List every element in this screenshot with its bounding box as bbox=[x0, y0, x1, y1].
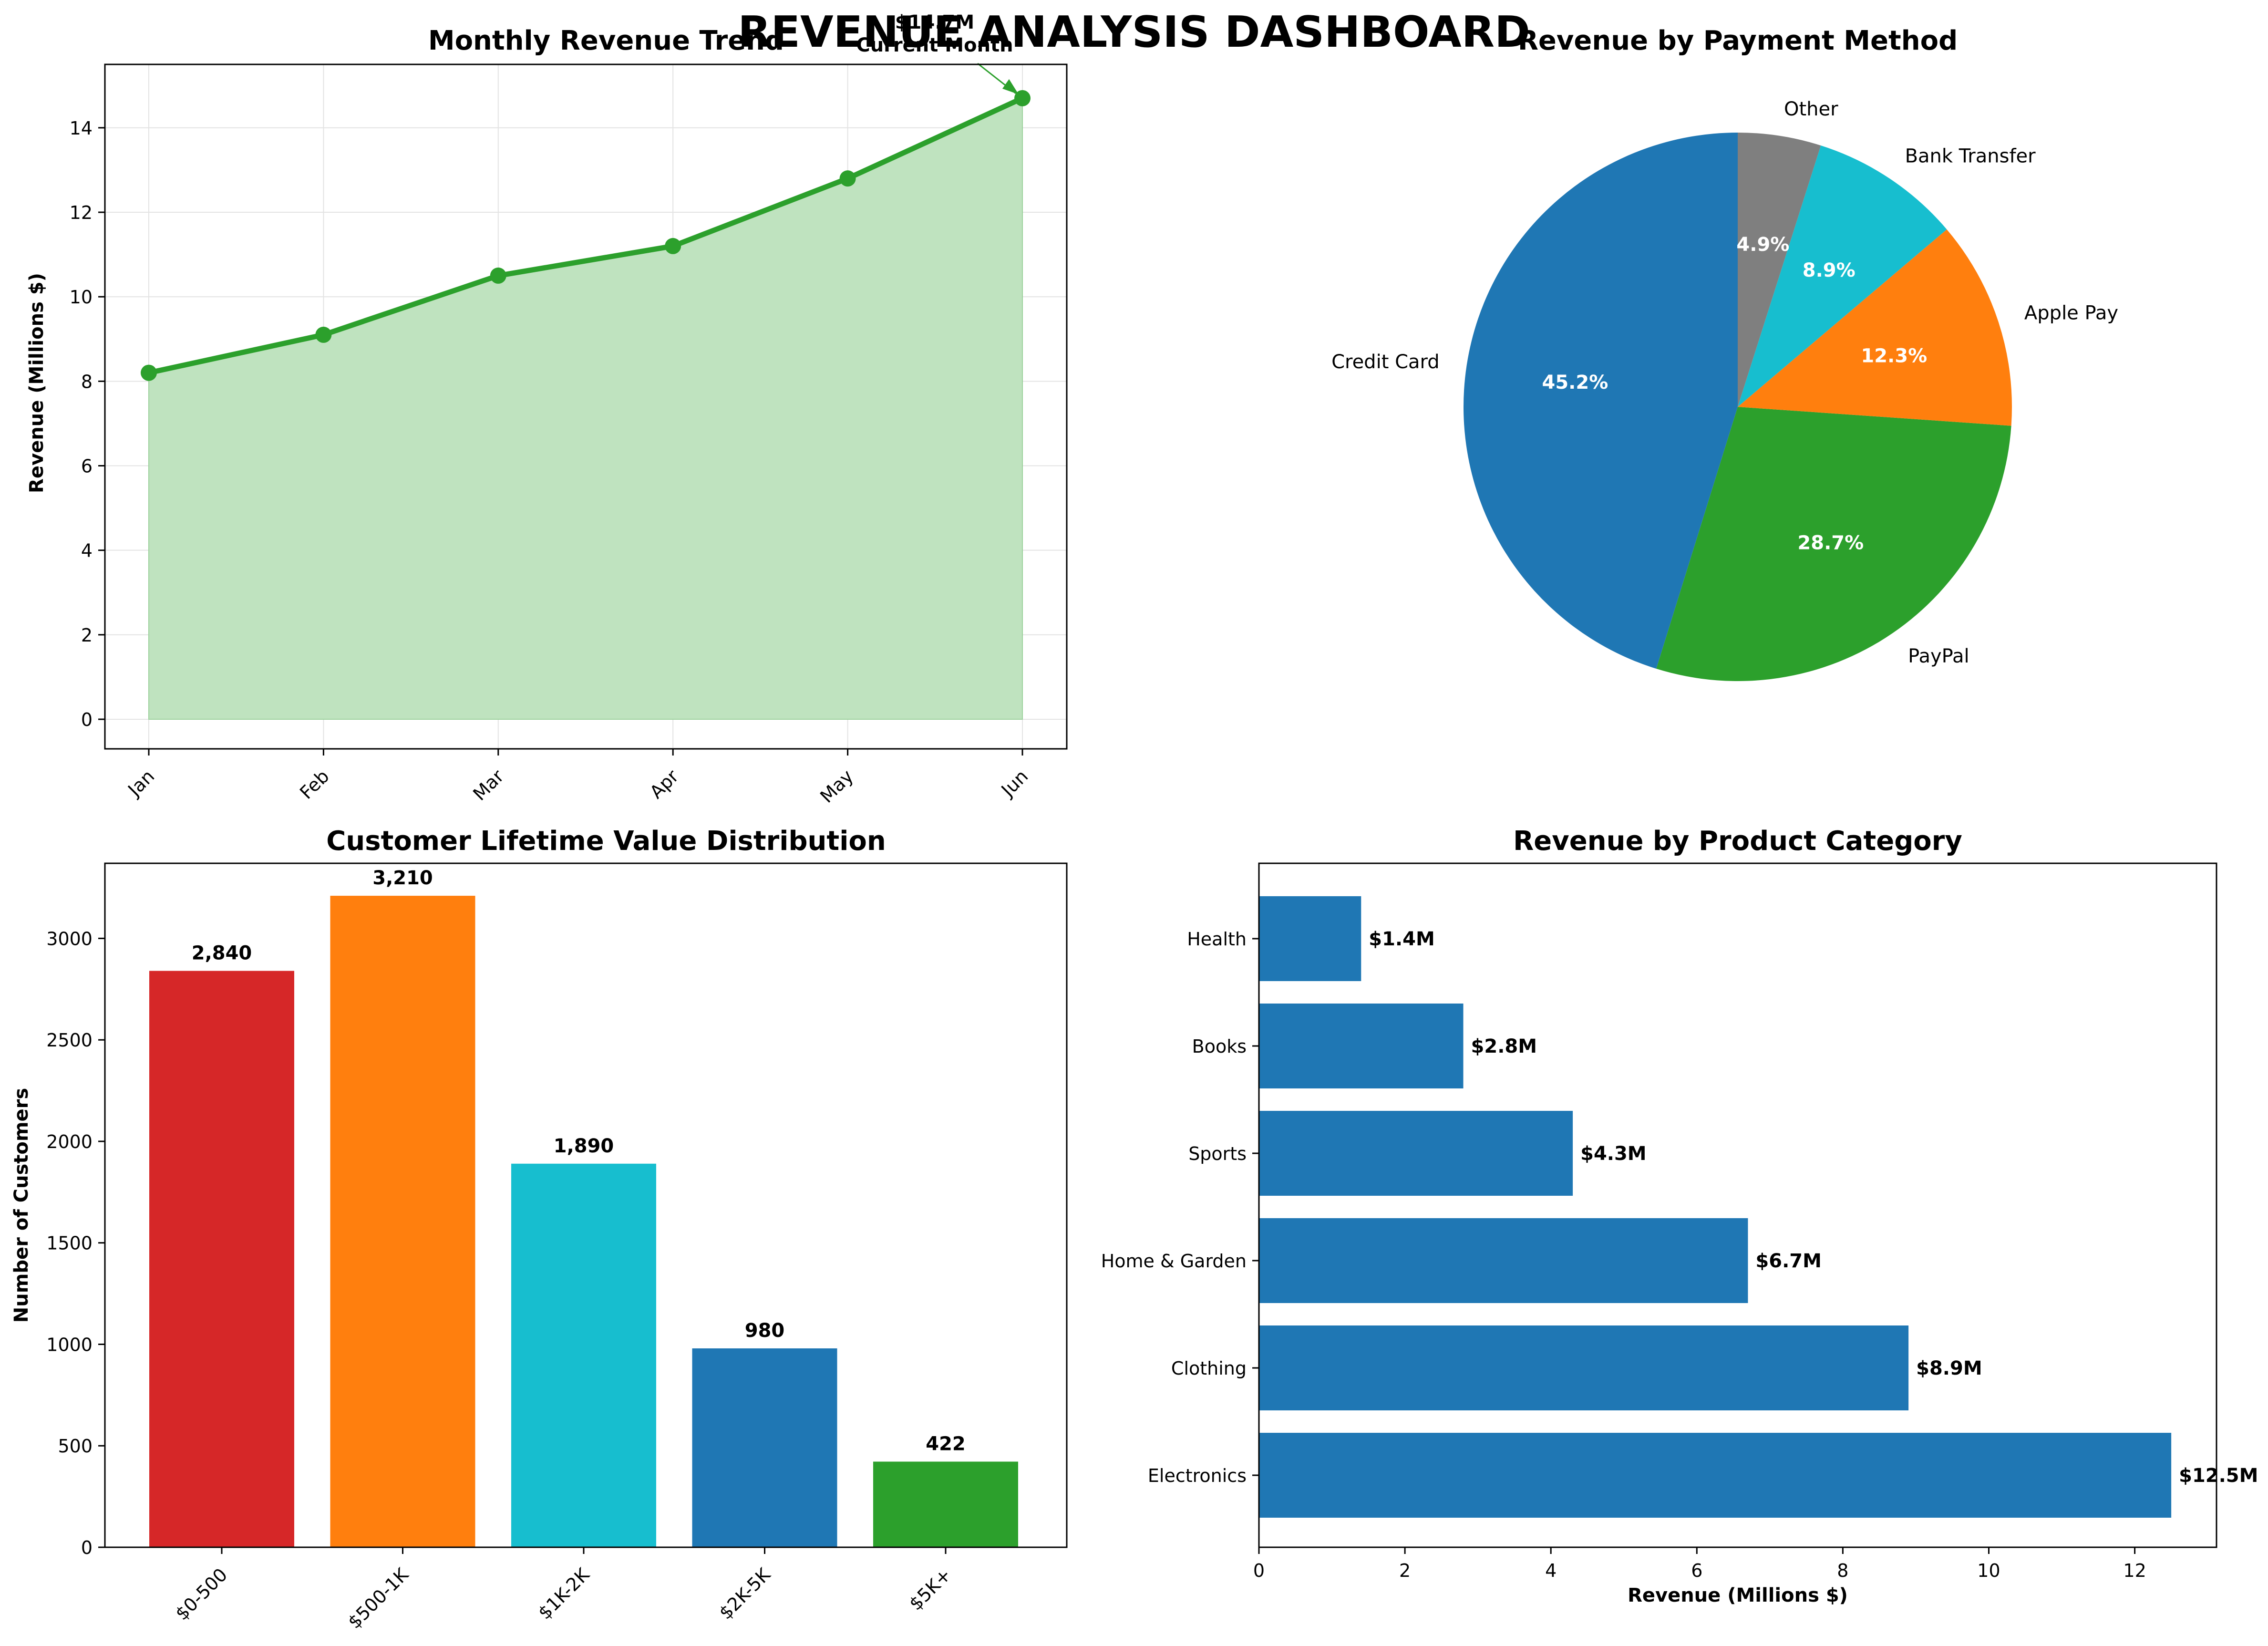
revenue-point bbox=[490, 267, 506, 284]
category-bar bbox=[1259, 1433, 2172, 1518]
panel-customer-lifetime-value: Customer Lifetime Value Distribution Num… bbox=[10, 826, 1068, 1633]
pie-category-label: Bank Transfer bbox=[1905, 145, 2036, 167]
category-bar-value-label: $12.5M bbox=[2179, 1465, 2258, 1487]
y-tick-label: 1500 bbox=[46, 1233, 93, 1254]
category-bar bbox=[1259, 896, 1361, 981]
y-tick-label: 10 bbox=[70, 287, 93, 308]
bar-chart-plot: 2,840$0-5003,210$500-1K1,890$1K-2K980$2K… bbox=[46, 862, 1068, 1633]
category-bar bbox=[1259, 1111, 1573, 1196]
hbar-chart-plot: $12.5M Electronics $8.9M Clothing $6.7M Home … bbox=[1101, 862, 2258, 1581]
pie-category-label: Apple Pay bbox=[2024, 302, 2118, 324]
line-chart-frame bbox=[104, 63, 1068, 750]
x-tick-label: 12 bbox=[2123, 1560, 2146, 1581]
annotation-label: Current Month bbox=[856, 34, 1013, 56]
y-tick-label: Health bbox=[1187, 929, 1247, 950]
y-tick-label: Electronics bbox=[1148, 1465, 1247, 1486]
category-bar-value-label: $2.8M bbox=[1471, 1035, 1537, 1057]
y-tick-label: 0 bbox=[81, 709, 93, 730]
pie-pct-label: 4.9% bbox=[1736, 234, 1789, 256]
clv-bar-value-label: 422 bbox=[926, 1433, 966, 1455]
pie-slice bbox=[1656, 407, 2011, 681]
category-bar-value-label: $1.4M bbox=[1369, 928, 1435, 950]
x-tick-label: 10 bbox=[1977, 1560, 2000, 1581]
hbar-chart-frame bbox=[1258, 862, 2217, 1548]
pie-slice bbox=[1738, 145, 1947, 407]
hbar-chart-xlabel: Revenue (Millions $) bbox=[1628, 1584, 1848, 1606]
revenue-point bbox=[839, 170, 856, 187]
y-tick-label: 0 bbox=[81, 1537, 93, 1558]
clv-bar bbox=[873, 1461, 1018, 1547]
revenue-point bbox=[315, 326, 332, 343]
y-tick-label: 2500 bbox=[46, 1030, 93, 1051]
pie-slice bbox=[1738, 133, 1821, 407]
y-tick-label: 14 bbox=[70, 118, 93, 139]
pie-category-label: PayPal bbox=[1908, 645, 1969, 667]
pie-chart-plot: 45.2% Credit Card 28.7% PayPal 12.3% Apple Pa… bbox=[1331, 98, 2118, 681]
y-tick-label: 6 bbox=[81, 456, 93, 477]
clv-bar bbox=[692, 1348, 837, 1547]
x-tick-label: 8 bbox=[1837, 1560, 1848, 1581]
pie-pct-label: 45.2% bbox=[1542, 372, 1608, 393]
hbar-chart-title: Revenue by Product Category bbox=[1513, 826, 1962, 857]
category-bar-value-label: $6.7M bbox=[1755, 1250, 1822, 1272]
pie-category-label: Credit Card bbox=[1331, 351, 1440, 373]
clv-bar-value-label: 3,210 bbox=[372, 867, 433, 889]
panel-payment-method: Revenue by Payment Method 45.2% Credit Ca… bbox=[1331, 25, 2118, 681]
x-tick-label: 6 bbox=[1691, 1560, 1702, 1581]
pie-slice bbox=[1738, 229, 2012, 426]
revenue-point bbox=[141, 364, 157, 381]
category-bar-value-label: $4.3M bbox=[1580, 1143, 1647, 1165]
x-tick-label: 2 bbox=[1399, 1560, 1411, 1581]
clv-bar-value-label: 1,890 bbox=[554, 1135, 614, 1157]
x-tick-label: 4 bbox=[1545, 1560, 1557, 1581]
x-tick-label: 0 bbox=[1253, 1560, 1265, 1581]
category-bar bbox=[1259, 1004, 1464, 1088]
clv-bar bbox=[511, 1163, 656, 1547]
y-tick-label: 4 bbox=[81, 540, 93, 561]
category-bar bbox=[1259, 1325, 1909, 1410]
pie-slice bbox=[1464, 133, 1738, 669]
pie-pct-label: 12.3% bbox=[1861, 345, 1927, 367]
bar-chart-frame bbox=[104, 862, 1068, 1548]
clv-bar-value-label: 980 bbox=[745, 1320, 785, 1342]
line-chart-ylabel: Revenue (Millions $) bbox=[26, 273, 48, 493]
y-tick-label: Home & Garden bbox=[1101, 1251, 1247, 1272]
y-tick-label: 1000 bbox=[46, 1334, 93, 1355]
y-tick-label: Books bbox=[1192, 1036, 1247, 1057]
category-bar bbox=[1259, 1218, 1748, 1303]
clv-bar bbox=[149, 971, 294, 1547]
category-bar-value-label: $8.9M bbox=[1916, 1357, 1982, 1379]
pie-pct-label: 8.9% bbox=[1803, 259, 1856, 281]
annotation-value: $14.7M bbox=[895, 11, 974, 33]
clv-bar-value-label: 2,840 bbox=[192, 942, 252, 964]
bar-chart-title: Customer Lifetime Value Distribution bbox=[326, 826, 886, 857]
panel-monthly-revenue-trend: Monthly Revenue Trend Revenue (Millions … bbox=[26, 11, 1068, 807]
y-tick-label: Clothing bbox=[1171, 1358, 1247, 1379]
pie-category-label: Other bbox=[1784, 98, 1838, 120]
pie-chart-title: Revenue by Payment Method bbox=[1518, 25, 1958, 56]
clv-bar bbox=[330, 896, 475, 1547]
y-tick-label: 12 bbox=[70, 202, 93, 223]
y-tick-label: 8 bbox=[81, 371, 93, 392]
line-chart-title: Monthly Revenue Trend bbox=[428, 25, 784, 56]
y-tick-label: 500 bbox=[58, 1436, 93, 1457]
bar-chart-ylabel: Number of Customers bbox=[10, 1088, 32, 1323]
pie-pct-label: 28.7% bbox=[1797, 532, 1864, 554]
panel-product-category: Revenue by Product Category Revenue (Mil… bbox=[1101, 826, 2258, 1606]
y-tick-label: 2 bbox=[81, 625, 93, 646]
annotation-arrowhead bbox=[1002, 79, 1019, 94]
y-tick-label: 3000 bbox=[46, 928, 93, 949]
revenue-line bbox=[148, 95, 1024, 376]
y-tick-label: 2000 bbox=[46, 1131, 93, 1152]
dashboard-title: REVENUE ANALYSIS DASHBOARD bbox=[738, 7, 1530, 57]
revenue-point bbox=[665, 238, 681, 254]
y-tick-label: Sports bbox=[1188, 1143, 1247, 1164]
